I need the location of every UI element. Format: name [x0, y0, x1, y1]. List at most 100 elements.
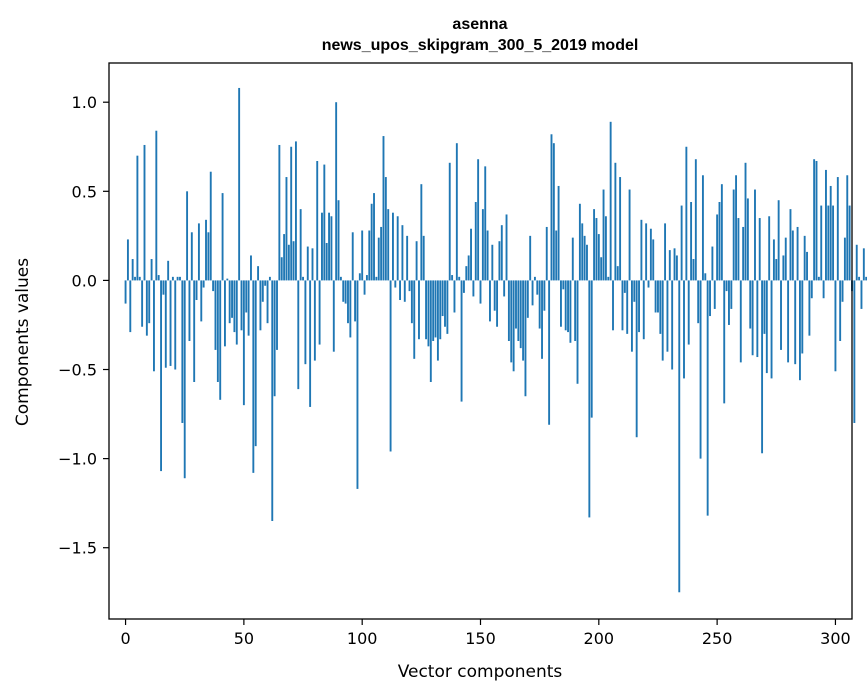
bar-109	[382, 136, 385, 281]
bar-149	[477, 159, 480, 281]
bar-185	[562, 280, 565, 290]
bar-24	[181, 280, 184, 423]
bar-203	[604, 216, 607, 281]
bar-152	[484, 166, 487, 281]
bar-192	[578, 203, 581, 281]
bar-6	[138, 276, 141, 281]
x-tick-label: 300	[820, 629, 851, 648]
bar-71	[292, 241, 295, 281]
bar-87	[330, 216, 333, 281]
bar-191	[576, 280, 579, 384]
bar-205	[609, 121, 612, 281]
bar-157	[496, 280, 499, 327]
bar-45	[231, 280, 233, 318]
bar-242	[697, 280, 700, 324]
bar-59	[264, 280, 267, 286]
bar-0	[124, 280, 127, 304]
bar-175	[538, 280, 541, 329]
bar-303	[841, 280, 844, 302]
bar-40	[219, 280, 222, 400]
bar-5	[136, 155, 139, 281]
bar-293	[817, 276, 820, 281]
bar-166	[517, 280, 520, 341]
bar-220	[645, 223, 648, 281]
y-tick-label: 0.0	[72, 271, 97, 290]
bar-147	[472, 280, 475, 297]
bar-85	[325, 242, 328, 281]
bar-121	[410, 280, 413, 324]
bar-182	[555, 230, 558, 281]
bar-117	[401, 225, 404, 281]
bar-168	[522, 280, 525, 361]
bar-123	[415, 241, 418, 281]
bar-144	[465, 266, 468, 281]
bar-176	[541, 280, 543, 359]
bar-211	[623, 280, 626, 293]
bar-132	[436, 280, 439, 361]
bar-197	[590, 280, 593, 418]
bar-37	[212, 280, 215, 292]
bar-7	[141, 280, 144, 327]
bar-57	[259, 280, 262, 331]
bar-68	[285, 177, 288, 281]
bar-298	[829, 185, 832, 281]
bar-27	[188, 280, 191, 341]
bar-31	[197, 223, 200, 281]
bar-270	[763, 280, 766, 334]
bar-264	[749, 280, 752, 329]
x-axis-label: Vector components	[398, 662, 563, 682]
bar-277	[780, 280, 782, 350]
bar-251	[718, 202, 721, 281]
bar-19	[169, 280, 172, 366]
bar-39	[216, 280, 219, 382]
x-tick-label: 0	[120, 629, 130, 648]
bar-282	[791, 230, 794, 281]
bar-32	[200, 280, 203, 322]
bar-116	[399, 280, 401, 301]
bar-108	[380, 226, 383, 281]
bar-292	[815, 161, 818, 281]
bar-196	[588, 280, 591, 518]
bar-161	[505, 214, 508, 281]
bar-130	[432, 280, 435, 341]
bar-311	[860, 280, 863, 309]
bar-29	[193, 280, 196, 382]
bar-213	[628, 189, 631, 281]
bar-179	[548, 280, 551, 425]
bar-187	[567, 280, 569, 333]
bar-291	[813, 159, 816, 281]
bar-52	[247, 280, 250, 336]
bar-120	[408, 280, 411, 292]
bar-286	[801, 280, 804, 354]
x-axis: 0 50 100 150 200 250 300	[120, 619, 851, 648]
bars-group	[124, 87, 867, 593]
bar-253	[723, 280, 726, 404]
bar-207	[614, 162, 617, 281]
bar-105	[373, 193, 375, 281]
bar-131	[434, 280, 437, 338]
x-tick-label: 200	[584, 629, 615, 648]
bar-30	[195, 280, 198, 301]
bar-297	[827, 205, 830, 281]
bar-181	[552, 143, 555, 281]
bar-245	[704, 273, 707, 281]
bar-158	[498, 241, 501, 281]
bar-74	[299, 209, 302, 281]
bar-276	[777, 200, 780, 281]
bar-240	[692, 259, 695, 281]
bar-135	[444, 280, 446, 327]
bar-279	[784, 237, 787, 281]
bar-313	[865, 276, 867, 281]
bar-200	[597, 234, 600, 281]
bar-146	[470, 228, 472, 281]
bar-218	[640, 219, 643, 281]
y-tick-label: −1.0	[58, 450, 97, 469]
bar-178	[545, 226, 548, 281]
bar-80	[313, 280, 316, 361]
bar-129	[429, 280, 432, 382]
bar-272	[768, 216, 771, 281]
bar-10	[148, 280, 151, 324]
bar-145	[467, 255, 470, 281]
bar-73	[297, 280, 300, 390]
